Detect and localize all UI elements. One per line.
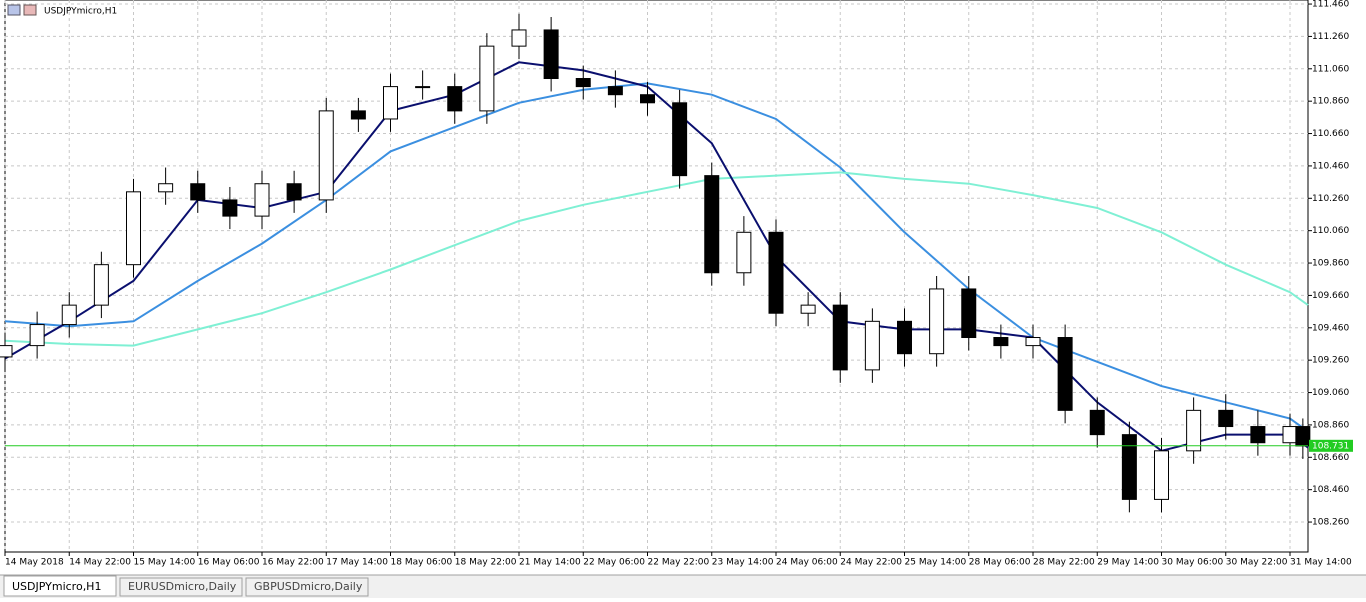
x-tick-label: 22 May 22:00	[648, 558, 710, 568]
y-tick-label: 109.260	[1312, 356, 1349, 366]
current-price-badge	[1309, 439, 1353, 452]
tab-label[interactable]: EURUSDmicro,Daily	[128, 580, 237, 593]
y-tick-label: 110.260	[1312, 194, 1349, 204]
candle-body	[93, 264, 109, 306]
x-tick-label: 28 May 22:00	[1033, 558, 1095, 568]
candle-body	[1057, 337, 1073, 411]
tabs: USDJPYmicro,H1 EURUSDmicro,Daily GBPUSDmic…	[3, 575, 369, 597]
candle-body	[1250, 426, 1266, 444]
candle-body	[254, 183, 270, 217]
y-tick-label: 108.460	[1312, 485, 1349, 495]
x-tick-label: 18 May 22:00	[455, 558, 517, 568]
candle-body	[415, 86, 431, 89]
candle-body	[350, 110, 366, 120]
candle-body	[383, 86, 398, 120]
chart-icon	[23, 4, 37, 16]
candle-body	[1186, 409, 1202, 452]
candle-body	[640, 94, 655, 104]
y-tick-label: 109.860	[1312, 259, 1349, 269]
x-tick-label: 14 May 22:00	[69, 558, 131, 568]
y-tick-label: 111.260	[1312, 32, 1349, 42]
moving-average	[4, 82, 1309, 433]
candle-body	[1295, 426, 1311, 447]
candle-body	[1089, 409, 1105, 436]
x-tick-label: 25 May 14:00	[905, 558, 967, 568]
x-tick-label: 29 May 14:00	[1097, 558, 1159, 568]
x-tick-label: 22 May 06:00	[583, 558, 645, 568]
y-tick-label: 110.060	[1312, 226, 1349, 236]
y-tick-label: 111.460	[1312, 0, 1349, 10]
candle-body	[768, 231, 784, 314]
x-tick-label: 30 May 22:00	[1226, 558, 1288, 568]
y-tick-label: 110.660	[1312, 129, 1349, 139]
tab-label[interactable]: GBPUSDmicro,Daily	[254, 580, 363, 593]
y-tick-label: 109.660	[1312, 291, 1349, 301]
x-tick-label: 16 May 22:00	[262, 558, 324, 568]
window-title: USDJPYmicro,H1	[44, 7, 117, 17]
candle-body	[800, 304, 816, 314]
x-tick-label: 18 May 06:00	[391, 558, 453, 568]
candle-body	[607, 86, 623, 96]
y-tick-label: 111.060	[1312, 64, 1349, 74]
candle-body	[286, 183, 302, 201]
candle-body	[575, 78, 591, 88]
candle-body	[672, 102, 688, 177]
chart-icon	[7, 4, 21, 16]
tab[interactable]	[119, 577, 243, 597]
candle-body	[511, 29, 527, 47]
candle-body	[864, 320, 880, 371]
x-tick-label: 14 May 2018	[5, 558, 64, 568]
y-tick-label: 109.060	[1312, 388, 1349, 398]
candle-body	[479, 45, 495, 112]
candle-body	[318, 110, 334, 201]
y-tick-label: 110.460	[1312, 161, 1349, 171]
candle-body	[61, 304, 77, 326]
y-tick-label: 109.460	[1312, 323, 1349, 333]
candle-body	[993, 337, 1009, 347]
x-tick-label: 21 May 14:00	[519, 558, 581, 568]
candle-body	[929, 288, 945, 355]
candle-body	[543, 29, 559, 80]
tab-label[interactable]: USDJPYmicro,H1	[12, 580, 101, 593]
x-tick-label: 30 May 06:00	[1162, 558, 1224, 568]
candle-body	[190, 183, 206, 201]
y-tick-label: 108.660	[1312, 453, 1349, 463]
y-tick-label: 108.260	[1312, 518, 1349, 528]
candle-body	[1282, 426, 1298, 444]
candle-body	[158, 183, 174, 193]
x-tick-label: 16 May 06:00	[198, 558, 260, 568]
candle-body	[126, 191, 141, 266]
candle-body	[29, 324, 45, 347]
candle-body	[832, 304, 848, 371]
x-tick-label: 28 May 06:00	[969, 558, 1031, 568]
y-tick-label: 110.860	[1312, 97, 1349, 107]
candle-body	[961, 288, 977, 339]
candle-body	[222, 199, 238, 217]
x-tick-label: 31 May 14:00	[1290, 558, 1352, 568]
tab[interactable]	[3, 575, 117, 597]
x-tick-label: 15 May 14:00	[134, 558, 196, 568]
candle-body	[1154, 450, 1169, 500]
x-tick-label: 24 May 06:00	[776, 558, 838, 568]
y-tick-label: 108.860	[1312, 420, 1349, 430]
x-tick-label: 17 May 14:00	[326, 558, 388, 568]
candle-body	[897, 320, 912, 355]
x-tick-label: 23 May 14:00	[712, 558, 774, 568]
current-price-label: 108.731	[1312, 441, 1349, 451]
plot	[0, 0, 1311, 552]
candle-body	[447, 86, 463, 112]
x-tick-label: 24 May 22:00	[840, 558, 902, 568]
candle-body	[736, 231, 752, 274]
candle-body	[1025, 337, 1041, 347]
candle-body	[1121, 434, 1137, 500]
tab[interactable]	[245, 577, 369, 597]
candle-body	[1218, 409, 1234, 428]
candle-body	[0, 345, 13, 358]
candle-body	[704, 175, 720, 274]
